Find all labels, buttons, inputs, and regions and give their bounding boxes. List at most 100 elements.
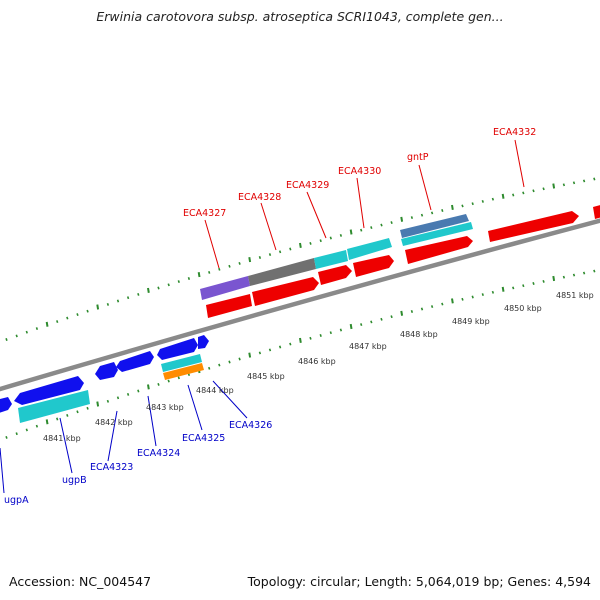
minor-tick [512,193,515,197]
minor-tick [390,315,393,319]
major-tick [400,310,404,316]
gene-feature[interactable] [18,390,90,423]
kbp-label: 4843 kbp [146,403,184,412]
minor-tick [542,279,545,283]
major-tick [248,257,252,263]
minor-tick [532,282,535,285]
minor-tick [106,399,110,403]
major-tick [349,229,353,235]
minor-tick [218,267,221,271]
gene-feature[interactable] [198,335,209,349]
gene-feature[interactable] [314,250,348,269]
gene-feature[interactable] [161,354,202,372]
gene-label[interactable]: ECA4325 [182,433,225,444]
gene-label[interactable]: ECA4327 [183,208,226,219]
minor-tick [562,183,566,187]
gene-feature[interactable] [401,222,473,246]
minor-tick [390,221,393,225]
minor-tick [25,428,28,432]
minor-tick [441,209,444,212]
minor-tick [116,299,120,303]
gene-feature[interactable] [405,236,473,264]
gene-label[interactable]: ECA4330 [338,166,381,177]
gene-feature[interactable] [95,362,118,380]
lower-feature-track-1 [0,335,209,414]
minor-tick [329,236,332,240]
minor-tick [106,302,110,306]
minor-tick [522,191,525,195]
major-tick [349,323,353,330]
gene-feature[interactable] [353,255,394,277]
minor-tick [15,432,18,436]
minor-tick [461,297,464,301]
minor-tick [35,424,39,428]
minor-tick [167,283,170,287]
minor-tick [319,334,322,337]
gene-feature[interactable] [157,338,198,360]
kbp-label: 4847 kbp [349,342,387,351]
gene-feature[interactable] [400,214,469,238]
minor-tick [116,396,120,400]
minor-tick [572,181,576,185]
gene-feature[interactable] [200,276,250,300]
gene-feature[interactable] [116,351,154,372]
gene-label[interactable]: ugpA [4,495,29,506]
minor-tick [532,189,535,193]
gene-feature[interactable] [163,363,204,380]
gene-label[interactable]: ECA4332 [493,127,536,138]
kbp-label: 4846 kbp [298,357,336,366]
minor-tick [289,342,292,346]
gene-feature[interactable] [14,376,84,405]
minor-tick [360,323,363,327]
kbp-label: 4844 kbp [196,386,234,395]
minor-tick [522,284,525,288]
gene-feature[interactable] [593,204,600,219]
minor-tick [491,197,495,201]
topology-text: Topology: circular; Length: 5,064,019 bp… [247,574,591,589]
kbp-label: 4848 kbp [400,330,438,339]
gene-label[interactable]: ECA4323 [90,462,133,473]
minor-tick [126,392,130,396]
major-tick [147,384,150,390]
gene-label[interactable]: ugpB [62,475,87,486]
kbp-label: 4845 kbp [247,372,285,381]
major-tick [552,183,556,189]
minor-tick [76,410,79,414]
gene-feature[interactable] [248,258,316,286]
minor-tick [370,226,373,230]
gene-feature[interactable] [488,211,579,242]
gene-label[interactable]: ECA4326 [229,420,272,431]
minor-tick [157,382,160,386]
major-tick [299,337,302,343]
gene-feature[interactable] [0,397,12,414]
accession-text: Accession: NC_004547 [9,574,152,589]
minor-tick [582,179,586,183]
upper-tick-row [5,177,596,341]
gene-feature[interactable] [318,265,352,285]
gene-label[interactable]: ECA4324 [137,448,180,459]
lower-leader-lines [0,380,248,494]
gene-feature[interactable] [347,238,392,260]
gene-feature[interactable] [252,277,319,306]
gene-label[interactable]: gntP [407,152,429,163]
minor-tick [430,305,434,309]
minor-tick [278,345,282,349]
minor-tick [86,406,89,410]
minor-tick [66,316,69,320]
minor-tick [461,204,464,208]
gene-label[interactable]: ECA4328 [238,192,281,203]
minor-tick [542,187,545,191]
minor-tick [56,417,59,421]
upper-feature-track-1 [200,204,600,300]
gene-label[interactable]: ECA4329 [286,180,329,191]
minor-tick [177,280,180,284]
minor-tick [512,286,515,290]
minor-tick [167,379,170,383]
minor-tick [430,211,434,215]
minor-tick [35,327,39,331]
gene-feature[interactable] [206,294,252,318]
minor-tick [481,199,484,203]
minor-tick [410,216,414,220]
minor-tick [258,351,262,355]
